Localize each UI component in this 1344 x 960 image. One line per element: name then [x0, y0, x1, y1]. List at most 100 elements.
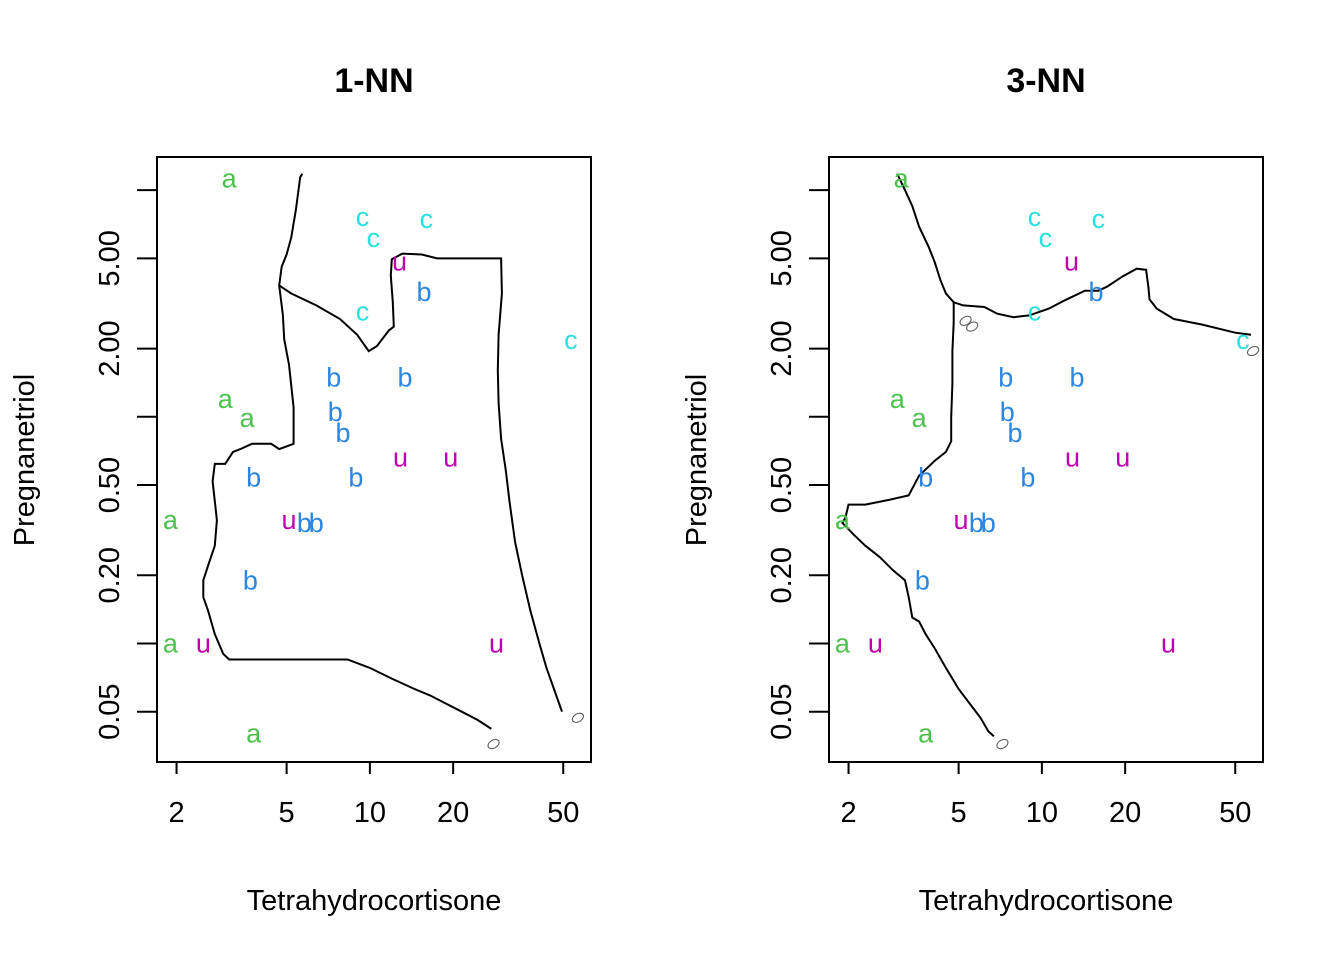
point-a: a [918, 719, 934, 749]
point-b: b [1020, 462, 1035, 492]
x-axis: 2 5 10 20 50 [840, 762, 1251, 829]
x-tick-label: 20 [437, 797, 469, 829]
point-c: c [356, 297, 370, 327]
y-tick-label: 0.50 [766, 457, 798, 513]
point-a: a [835, 505, 851, 535]
point-b: b [246, 462, 261, 492]
point-b: b [915, 565, 930, 595]
boundary-marker [487, 738, 500, 750]
boundary-line [278, 173, 563, 713]
point-c: c [564, 325, 578, 355]
point-a: a [835, 628, 851, 658]
boundary-line [841, 302, 995, 737]
x-axis: 2 5 10 20 50 [168, 762, 579, 829]
point-c: c [1039, 223, 1053, 253]
boundary-marker [966, 321, 979, 332]
point-a: a [218, 384, 234, 414]
x-tick-label: 50 [1219, 797, 1251, 829]
point-b: b [398, 363, 413, 393]
y-tick-label: 0.05 [94, 683, 126, 739]
x-tick-label: 2 [840, 797, 856, 829]
x-tick-label: 20 [1109, 797, 1141, 829]
y-tick-label: 0.05 [766, 683, 798, 739]
x-axis-label: Tetrahydrocortisone [919, 885, 1174, 917]
point-a: a [894, 164, 910, 194]
point-b: b [309, 508, 324, 538]
y-tick-label: 2.00 [94, 320, 126, 376]
y-axis: 0.05 0.20 0.50 2.00 5.00 [94, 189, 157, 740]
point-b: b [348, 462, 363, 492]
point-c: c [420, 204, 434, 234]
point-b: b [328, 397, 343, 427]
point-a: a [163, 628, 179, 658]
point-b: b [969, 508, 984, 538]
point-a: a [240, 403, 256, 433]
y-tick-label: 0.20 [766, 547, 798, 603]
point-b: b [1070, 363, 1085, 393]
y-tick-label: 0.50 [94, 457, 126, 513]
point-b: b [243, 565, 258, 595]
point-c: c [367, 223, 381, 253]
plot-frame [828, 156, 1264, 763]
point-b: b [1000, 397, 1015, 427]
boundary-marker [959, 315, 972, 326]
point-u: u [489, 628, 504, 658]
point-u: u [953, 505, 968, 535]
point-u: u [1064, 247, 1079, 277]
point-b: b [417, 277, 432, 307]
boundary-line [202, 285, 492, 730]
y-tick-label: 0.20 [94, 547, 126, 603]
point-c: c [1092, 204, 1106, 234]
point-u: u [868, 628, 883, 658]
point-u: u [443, 443, 458, 473]
point-a: a [246, 719, 262, 749]
point-b: b [297, 508, 312, 538]
plot-frame [156, 156, 592, 763]
decision-boundaries [202, 173, 584, 750]
chart-title: 3-NN [1006, 62, 1085, 100]
y-tick-label: 5.00 [766, 230, 798, 286]
point-b: b [981, 508, 996, 538]
point-b: b [1008, 418, 1023, 448]
point-b: b [1089, 277, 1104, 307]
x-tick-label: 2 [168, 797, 184, 829]
y-axis: 0.05 0.20 0.50 2.00 5.00 [766, 189, 829, 740]
panel-1nn: 1-NN Tetrahydrocortisone Pregnanetriol 2… [9, 62, 592, 917]
x-axis-label: Tetrahydrocortisone [247, 885, 502, 917]
point-u: u [393, 443, 408, 473]
y-tick-label: 5.00 [94, 230, 126, 286]
y-axis-label: Pregnanetriol [9, 374, 41, 547]
point-c: c [1028, 202, 1042, 232]
x-tick-label: 10 [354, 797, 386, 829]
boundary-line [896, 173, 1252, 336]
point-b: b [918, 462, 933, 492]
x-tick-label: 5 [951, 797, 967, 829]
y-tick-label: 2.00 [766, 320, 798, 376]
point-b: b [336, 418, 351, 448]
point-a: a [890, 384, 906, 414]
boundary-marker [1246, 345, 1260, 357]
point-a: a [912, 403, 928, 433]
point-b: b [326, 363, 341, 393]
point-b: b [998, 363, 1013, 393]
point-u: u [392, 247, 407, 277]
point-a: a [222, 164, 238, 194]
boundary-marker [996, 738, 1009, 750]
y-axis-label: Pregnanetriol [681, 374, 713, 547]
point-a: a [163, 505, 179, 535]
x-tick-label: 10 [1026, 797, 1058, 829]
point-u: u [1065, 443, 1080, 473]
x-tick-label: 50 [547, 797, 579, 829]
point-u: u [281, 505, 296, 535]
point-u: u [1115, 443, 1130, 473]
panel-3nn: 3-NN Tetrahydrocortisone Pregnanetriol 2… [681, 62, 1264, 917]
decision-boundaries [841, 173, 1260, 750]
x-tick-label: 5 [279, 797, 295, 829]
point-u: u [1161, 628, 1176, 658]
point-c: c [356, 202, 370, 232]
boundary-marker [571, 712, 584, 723]
point-c: c [1028, 297, 1042, 327]
